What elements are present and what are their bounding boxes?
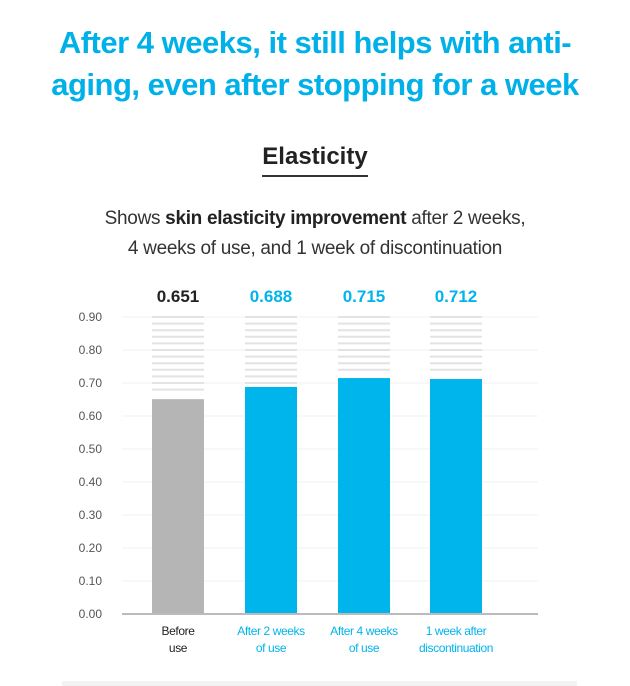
data-label: 0.712 — [435, 287, 478, 306]
y-tick-label: 0.50 — [79, 442, 103, 456]
chart-title-text: Elasticity — [262, 143, 368, 177]
footer-band — [62, 681, 577, 686]
y-tick-label: 0.70 — [79, 376, 103, 390]
y-tick-label: 0.60 — [79, 409, 103, 423]
y-tick-label: 0.20 — [79, 541, 103, 555]
y-tick-label: 0.30 — [79, 508, 103, 522]
headline-line-1: After 4 weeks, it still helps with anti- — [58, 25, 572, 60]
x-tick-label: After 2 weeks — [237, 624, 305, 638]
x-tick-label: discontinuation — [419, 641, 493, 655]
x-tick-label: of use — [349, 641, 380, 655]
bar-3 — [430, 379, 482, 614]
x-tick-label: Before — [162, 624, 196, 638]
x-tick-label: 1 week after — [426, 624, 487, 638]
y-tick-label: 0.10 — [79, 574, 103, 588]
headline-line-2: aging, even after stopping for a week — [51, 67, 579, 102]
data-label: 0.688 — [250, 287, 293, 306]
desc-suffix: after 2 weeks, — [406, 208, 526, 229]
y-tick-label: 0.90 — [79, 310, 103, 324]
y-tick-label: 0.40 — [79, 475, 103, 489]
y-tick-label: 0.00 — [79, 607, 103, 621]
desc-line-2: 4 weeks of use, and 1 week of discontinu… — [127, 238, 503, 259]
chart-description: Shows skin elasticity improvement after … — [0, 204, 630, 264]
data-label: 0.715 — [343, 287, 386, 306]
x-tick-label: After 4 weeks — [330, 624, 398, 638]
x-tick-label: of use — [256, 641, 287, 655]
bar-0 — [152, 399, 204, 614]
chart-title: Elasticity — [0, 143, 630, 177]
desc-prefix: Shows — [104, 208, 166, 229]
bar-1 — [245, 386, 297, 614]
x-tick-label: use — [169, 641, 188, 655]
desc-bold: skin elasticity improvement — [165, 208, 407, 229]
page-headline: After 4 weeks, it still helps with anti-… — [0, 22, 630, 106]
data-label: 0.651 — [157, 287, 200, 306]
bar-2 — [338, 378, 390, 614]
y-tick-label: 0.80 — [79, 343, 103, 357]
